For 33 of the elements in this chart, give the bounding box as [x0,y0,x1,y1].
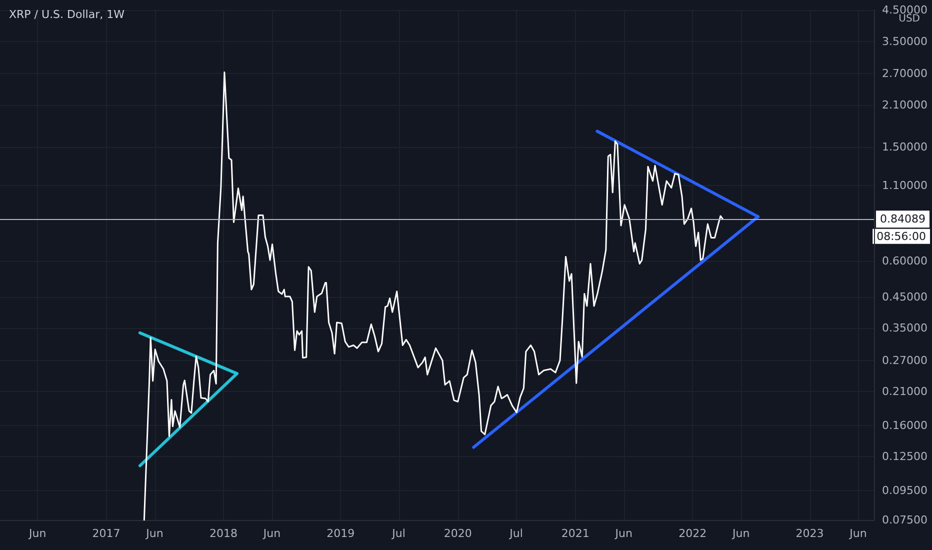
y-tick-label: 0.07500 [882,514,928,526]
x-tick-label: 2022 [678,527,707,540]
x-tick-label: Jun [145,527,164,540]
y-tick-label: 2.70000 [882,67,928,80]
y-axis-title: USD [898,14,920,24]
x-tick-label: Jun [614,527,632,540]
y-tick-label: 0.12500 [882,450,928,463]
y-tick-label: 1.10000 [882,178,928,192]
ref-line-label: 0.84089 [880,212,926,226]
y-tick-label: 2.10000 [882,98,928,112]
y-tick-label: 0.45000 [882,290,928,304]
chart-title: XRP / U.S. Dollar, 1W [9,8,125,21]
x-tick-label: Jul [508,527,523,540]
text: 08:56:00 [876,230,926,243]
y-tick-label: 3.50000 [882,34,928,48]
x-tick-label: 2020 [444,527,472,540]
y-tick-label: 0.35000 [882,322,928,335]
y-tick-label: 0.27000 [882,354,928,367]
x-tick-label: Jun [262,527,281,540]
y-tick-label: 1.50000 [882,140,928,154]
x-tick-label: Jun [848,527,867,540]
x-tick-label: 2017 [92,527,120,540]
x-tick-label: Jun [731,527,750,540]
x-tick-label: 2023 [796,527,824,540]
y-tick-label: 0.21000 [882,385,928,398]
x-tick-label: 2021 [561,527,590,540]
y-tick-label: 0.60000 [882,254,928,268]
y-tick-label: 0.16000 [882,419,928,432]
x-tick-label: Jun [28,527,46,540]
x-tick-label: Jul [391,527,406,540]
y-tick-label: 0.09500 [882,484,928,498]
x-tick-label: 2019 [326,527,355,540]
x-tick-label: 2018 [209,527,238,540]
